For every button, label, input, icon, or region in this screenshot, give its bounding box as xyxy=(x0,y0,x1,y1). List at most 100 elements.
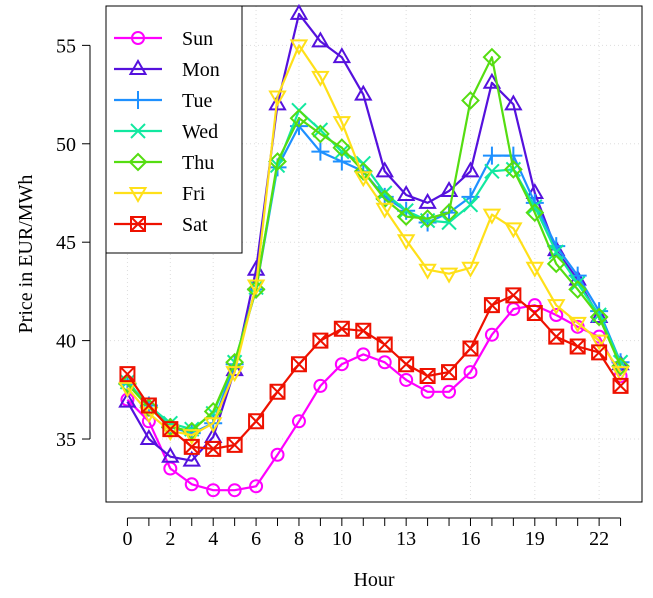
legend-item-sun: Sun xyxy=(114,28,213,50)
x-tick-label: 2 xyxy=(165,528,175,550)
data-point-x xyxy=(334,143,350,160)
y-tick-label: 45 xyxy=(56,232,76,254)
x-tick-label: 22 xyxy=(589,528,609,550)
x-tick-label: 16 xyxy=(460,528,480,550)
data-point-diamond xyxy=(461,91,480,110)
data-point-boxed-x xyxy=(505,287,522,304)
legend-item-fri: Fri xyxy=(114,183,206,205)
axes: 0 2 4 6 8 10 13 16 19 22 35 40 45 50 55 xyxy=(56,35,622,550)
data-point-boxed-x xyxy=(569,338,586,355)
data-point-plus xyxy=(418,213,437,232)
data-point-boxed-x xyxy=(130,216,146,232)
data-point-circle xyxy=(549,308,564,323)
data-point-circle xyxy=(270,447,285,462)
data-point-boxed-x xyxy=(483,297,500,314)
data-point-circle xyxy=(334,357,349,372)
legend-item-sat: Sat xyxy=(114,214,208,236)
data-point-boxed-x xyxy=(183,438,200,455)
data-point-circle xyxy=(484,327,499,342)
data-point-x xyxy=(312,122,329,138)
data-point-triangle xyxy=(461,161,480,178)
data-point-diamond xyxy=(139,398,159,417)
data-point-diamond xyxy=(268,152,287,171)
series-fri xyxy=(118,39,630,446)
data-point-diamond xyxy=(439,203,459,223)
data-point-triangle xyxy=(139,429,159,446)
series-line-sat xyxy=(126,294,622,450)
data-point-boxed-x xyxy=(119,366,136,383)
data-point-diamond xyxy=(589,307,609,327)
x-tick-label: 6 xyxy=(251,528,261,550)
legend-item-mon: Mon xyxy=(114,58,220,81)
data-point-triangle-down xyxy=(504,222,523,239)
x-tick-label: 10 xyxy=(332,528,352,550)
data-point-x xyxy=(569,275,586,292)
data-point-diamond xyxy=(525,203,545,223)
legend-label: Tue xyxy=(182,90,213,112)
x-axis-title: Hour xyxy=(353,569,394,591)
data-point-circle xyxy=(206,483,221,498)
data-point-triangle xyxy=(128,58,148,75)
data-point-triangle-down xyxy=(311,70,330,87)
data-point-plus xyxy=(311,142,330,161)
data-point-boxed-x xyxy=(548,328,565,345)
data-point-triangle xyxy=(182,450,201,467)
data-point-diamond xyxy=(332,138,352,158)
data-point-triangle-down xyxy=(482,208,502,225)
x-tick-label: 4 xyxy=(208,528,218,550)
data-point-triangle xyxy=(354,84,373,101)
data-point-circle xyxy=(463,365,478,380)
data-point-boxed-x xyxy=(441,364,458,381)
x-tick-label: 8 xyxy=(294,528,304,550)
data-point-boxed-x xyxy=(419,368,436,385)
data-point-circle xyxy=(227,483,242,498)
data-point-boxed-x xyxy=(205,440,222,457)
data-point-triangle xyxy=(289,3,309,20)
data-point-circle xyxy=(249,479,264,494)
data-point-triangle-down xyxy=(439,267,459,284)
data-point-triangle xyxy=(268,94,287,111)
y-tick-label: 35 xyxy=(56,429,76,451)
legend-label: Sat xyxy=(182,214,208,236)
data-point-triangle-down xyxy=(547,299,566,316)
data-point-x xyxy=(548,244,564,260)
data-point-triangle xyxy=(332,47,352,64)
data-point-circle xyxy=(184,477,199,492)
data-point-diamond xyxy=(482,47,502,67)
data-point-triangle xyxy=(589,306,609,323)
y-tick-label: 50 xyxy=(56,134,76,156)
data-point-x xyxy=(484,163,500,180)
data-point-triangle xyxy=(418,192,437,209)
data-point-triangle-down xyxy=(118,381,137,398)
data-point-diamond xyxy=(128,152,148,172)
data-point-triangle-down xyxy=(354,171,373,188)
data-point-triangle-down xyxy=(182,429,201,446)
data-point-triangle-down xyxy=(525,261,545,278)
legend-label: Wed xyxy=(182,121,218,143)
data-point-triangle xyxy=(375,161,394,178)
data-point-triangle xyxy=(504,94,523,111)
legend-label: Mon xyxy=(182,59,220,81)
series-sat xyxy=(119,287,629,457)
data-point-diamond xyxy=(396,207,416,227)
x-tick-label: 19 xyxy=(525,528,545,550)
x-tick-label: 0 xyxy=(122,528,132,550)
legend-label: Thu xyxy=(182,152,214,174)
data-point-triangle-down xyxy=(418,263,437,280)
data-point-circle xyxy=(377,355,392,370)
data-point-boxed-x xyxy=(591,344,608,361)
plot-frame xyxy=(105,5,643,503)
data-point-boxed-x xyxy=(355,322,372,339)
data-point-boxed-x xyxy=(612,377,629,394)
data-point-diamond xyxy=(546,254,566,274)
data-point-boxed-x xyxy=(140,397,157,414)
data-point-diamond xyxy=(418,209,438,228)
data-point-boxed-x xyxy=(333,320,350,337)
data-point-triangle-down xyxy=(568,316,587,333)
data-point-circle xyxy=(131,31,145,45)
data-point-circle xyxy=(420,384,435,399)
data-point-x xyxy=(398,202,414,219)
data-point-triangle xyxy=(118,391,137,408)
data-point-boxed-x xyxy=(526,305,543,322)
